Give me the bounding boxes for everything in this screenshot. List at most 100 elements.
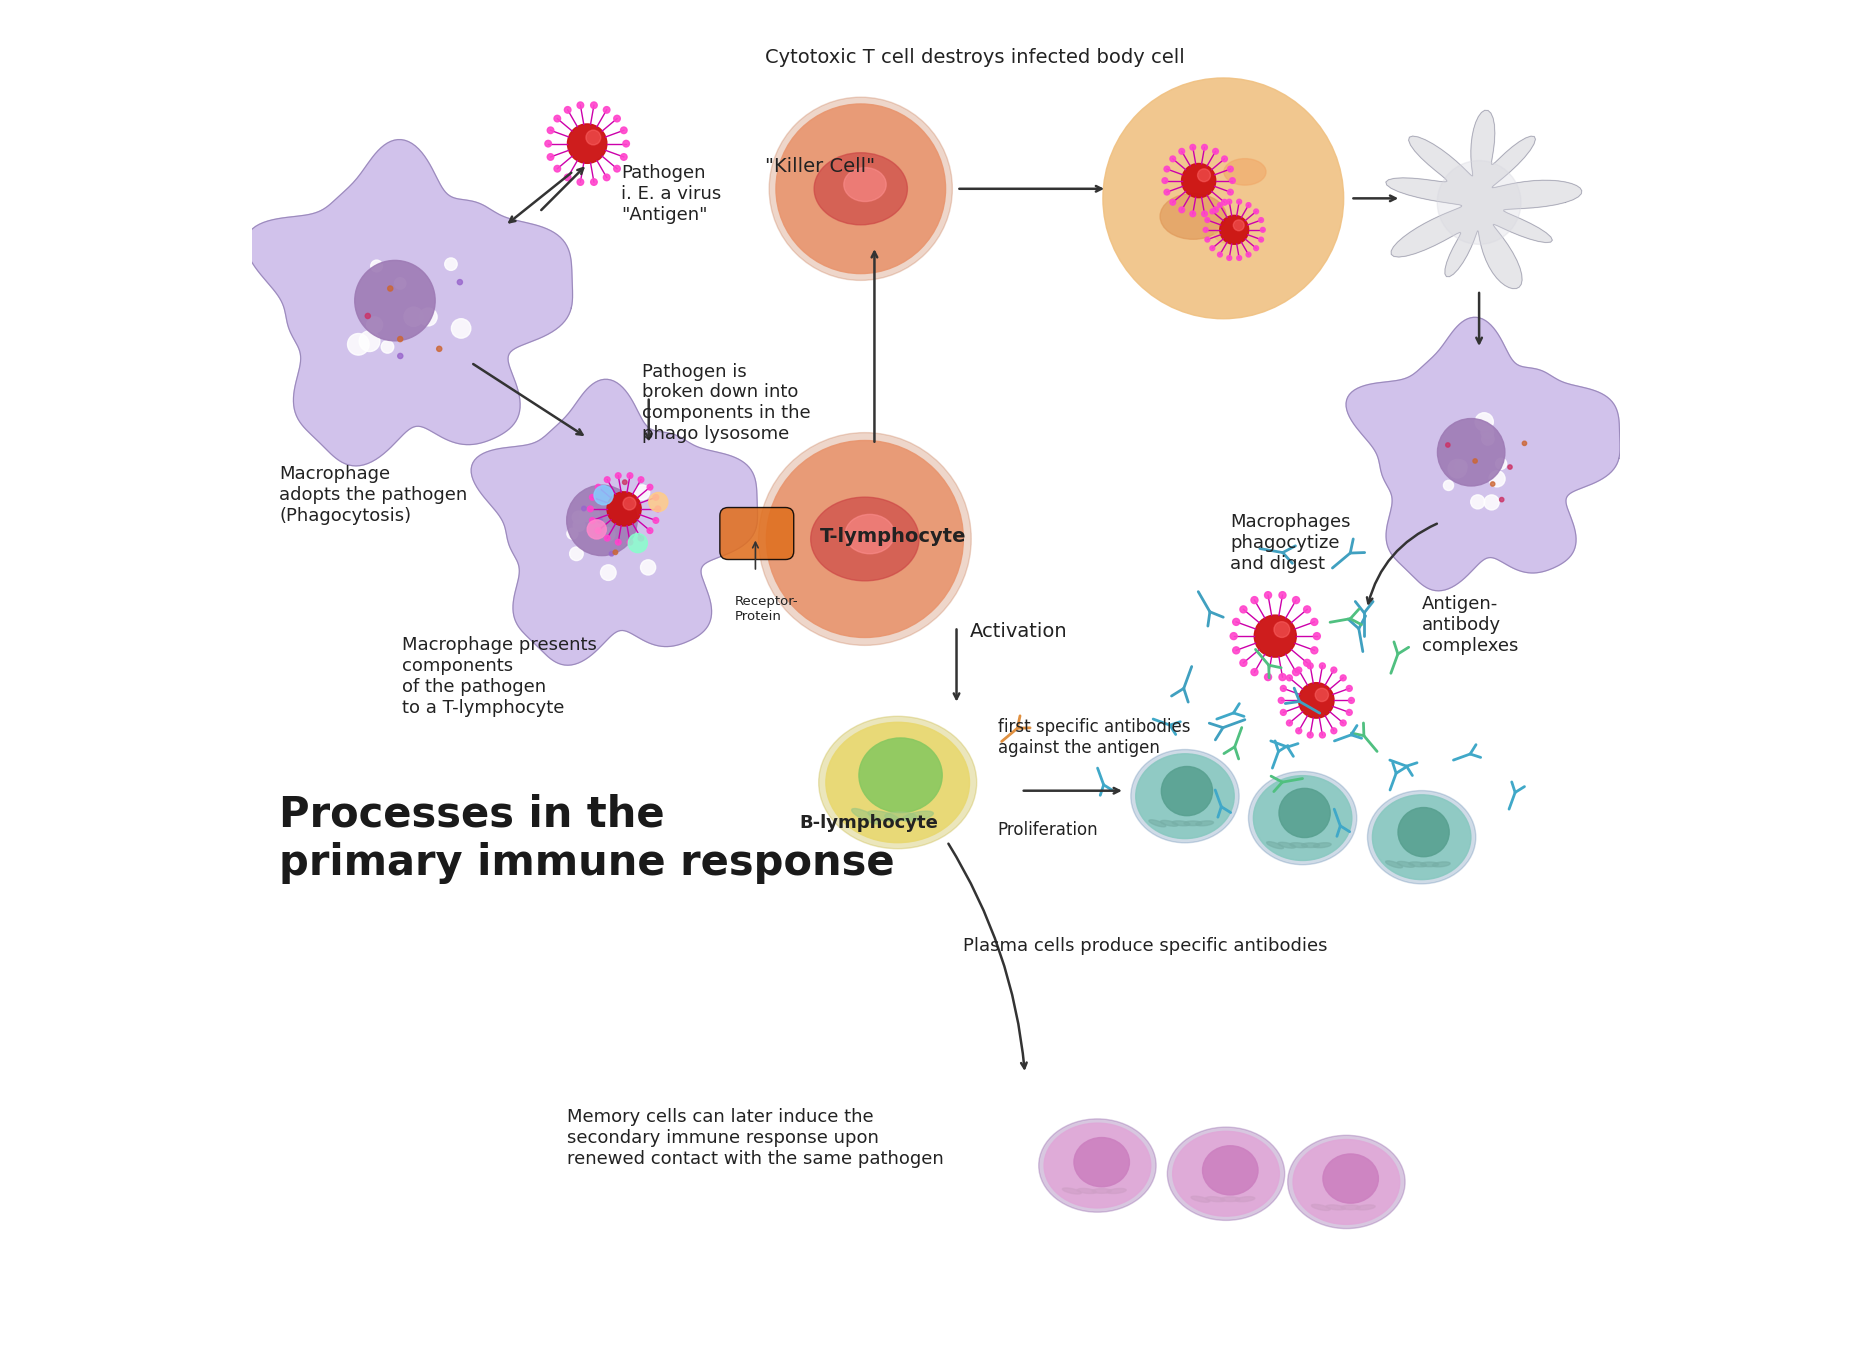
Circle shape [1340, 674, 1346, 681]
Ellipse shape [814, 153, 908, 224]
Circle shape [1279, 698, 1284, 703]
Circle shape [595, 528, 601, 534]
Circle shape [603, 107, 610, 114]
Polygon shape [1385, 111, 1582, 289]
Circle shape [1310, 647, 1318, 654]
Circle shape [451, 319, 472, 338]
Ellipse shape [1075, 1138, 1129, 1187]
Circle shape [419, 308, 438, 326]
Circle shape [397, 337, 402, 342]
Circle shape [603, 174, 610, 181]
Circle shape [545, 141, 552, 146]
Circle shape [769, 97, 953, 280]
Ellipse shape [1372, 795, 1471, 880]
Circle shape [614, 115, 620, 122]
Ellipse shape [1267, 841, 1284, 848]
Ellipse shape [1076, 1189, 1097, 1193]
Circle shape [1254, 616, 1295, 657]
Circle shape [1275, 621, 1290, 637]
Circle shape [588, 506, 593, 512]
Circle shape [1496, 458, 1507, 469]
Circle shape [578, 509, 592, 521]
Circle shape [1226, 200, 1232, 204]
Circle shape [1265, 673, 1271, 680]
Circle shape [1348, 698, 1353, 703]
Circle shape [554, 115, 560, 122]
Ellipse shape [1249, 772, 1357, 865]
Circle shape [592, 103, 597, 108]
Ellipse shape [1161, 193, 1226, 239]
Circle shape [1310, 618, 1318, 625]
Circle shape [1237, 256, 1241, 260]
Circle shape [1206, 237, 1209, 242]
Circle shape [1314, 632, 1320, 640]
Circle shape [1217, 202, 1222, 208]
Circle shape [1164, 166, 1170, 172]
Circle shape [1286, 720, 1292, 726]
Circle shape [1438, 419, 1505, 486]
Circle shape [1254, 246, 1258, 250]
Circle shape [627, 498, 631, 502]
Ellipse shape [1131, 750, 1239, 843]
Circle shape [590, 494, 595, 501]
Circle shape [620, 153, 627, 160]
Ellipse shape [852, 808, 880, 824]
Circle shape [1170, 156, 1176, 161]
Circle shape [1443, 480, 1453, 491]
Circle shape [395, 278, 406, 289]
Circle shape [1234, 220, 1245, 231]
Ellipse shape [1106, 1189, 1127, 1193]
Ellipse shape [902, 811, 934, 821]
Ellipse shape [1206, 1197, 1224, 1201]
Circle shape [1484, 495, 1499, 510]
Circle shape [1228, 166, 1234, 172]
Circle shape [1307, 663, 1312, 669]
Circle shape [635, 484, 650, 499]
Circle shape [777, 104, 945, 274]
Ellipse shape [1324, 1155, 1378, 1204]
Circle shape [367, 317, 382, 332]
Circle shape [1213, 149, 1219, 155]
Ellipse shape [1421, 862, 1438, 867]
Circle shape [1299, 683, 1335, 718]
Ellipse shape [1325, 1205, 1346, 1209]
Circle shape [586, 130, 601, 145]
Circle shape [1230, 632, 1237, 640]
Circle shape [1247, 252, 1250, 257]
Circle shape [605, 477, 610, 483]
Ellipse shape [826, 722, 970, 843]
Text: Pathogen
i. E. a virus
"Antigen": Pathogen i. E. a virus "Antigen" [622, 164, 721, 224]
Circle shape [653, 517, 659, 524]
Text: Plasma cells produce specific antibodies: Plasma cells produce specific antibodies [964, 937, 1327, 955]
Circle shape [1488, 471, 1505, 487]
Circle shape [1179, 207, 1185, 212]
Circle shape [650, 492, 668, 512]
Circle shape [605, 535, 610, 540]
Circle shape [1340, 720, 1346, 726]
Circle shape [597, 518, 603, 523]
Ellipse shape [869, 811, 899, 822]
Ellipse shape [1172, 1131, 1279, 1216]
Circle shape [1103, 78, 1344, 319]
Ellipse shape [1355, 1205, 1376, 1209]
Circle shape [1170, 200, 1176, 205]
Text: Cytotoxic T cell destroys infected body cell: Cytotoxic T cell destroys infected body … [766, 48, 1185, 67]
Ellipse shape [1172, 821, 1191, 826]
Circle shape [1209, 246, 1215, 250]
Circle shape [1490, 482, 1496, 486]
Circle shape [1258, 237, 1264, 242]
Circle shape [1346, 685, 1352, 691]
Circle shape [601, 565, 616, 580]
Circle shape [1279, 673, 1286, 680]
Circle shape [1221, 215, 1249, 245]
Circle shape [1222, 200, 1228, 205]
Circle shape [627, 539, 633, 544]
Ellipse shape [811, 497, 919, 581]
Circle shape [1316, 688, 1329, 702]
Circle shape [1475, 413, 1494, 431]
Circle shape [1239, 659, 1247, 666]
Ellipse shape [1312, 1204, 1331, 1211]
Circle shape [607, 492, 642, 525]
Text: Proliferation: Proliferation [998, 821, 1099, 839]
Circle shape [1239, 606, 1247, 613]
